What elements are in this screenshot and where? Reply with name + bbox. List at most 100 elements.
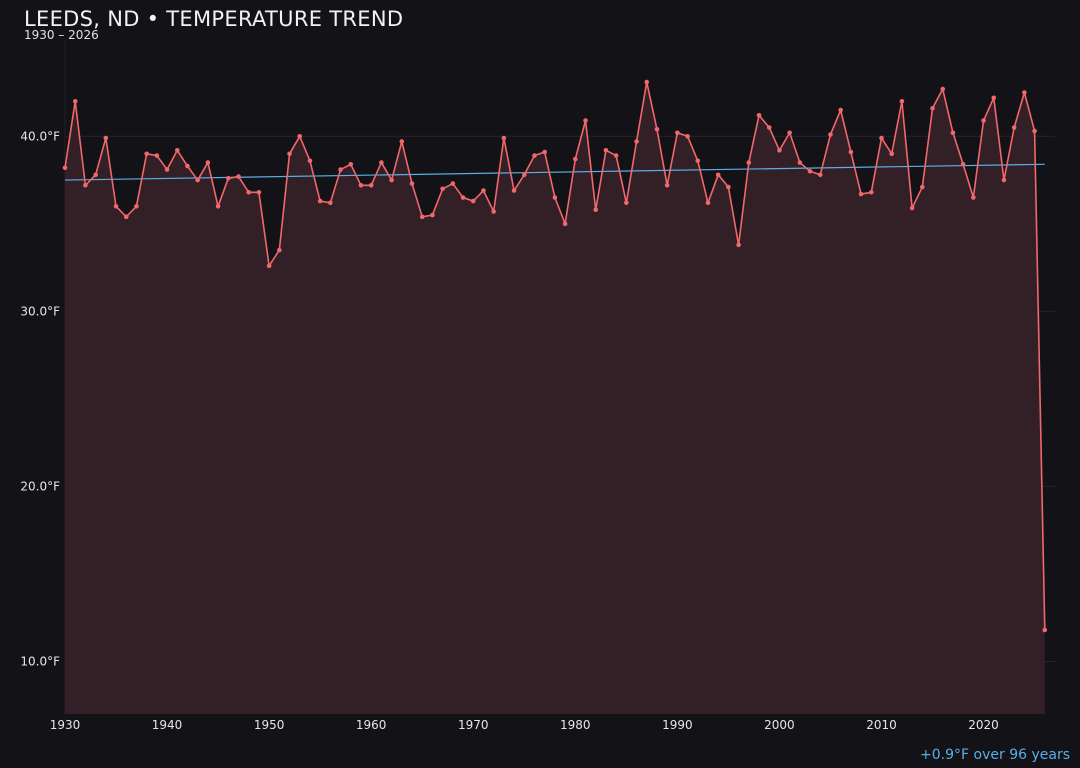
data-point-1983	[603, 147, 609, 153]
x-axis-ticks: 1930 1940 1950 1960 1970 1980 1990 2000 2010 2020	[50, 718, 999, 732]
data-point-1985	[624, 200, 629, 206]
data-point-1945	[215, 204, 221, 209]
data-point-1935	[113, 204, 119, 209]
y-tick-label: 10.0°F	[20, 654, 60, 668]
data-point-2024	[1022, 90, 1027, 95]
data-point-1939	[154, 153, 160, 158]
data-point-1984	[613, 153, 619, 158]
data-point-1946	[226, 176, 231, 181]
chart-title: LEEDS, ND • TEMPERATURE TREND	[24, 7, 404, 31]
data-point-2021	[991, 95, 997, 101]
chart-subtitle: 1930 – 2026	[24, 28, 99, 42]
data-point-1982	[593, 207, 599, 213]
data-point-1934	[103, 135, 109, 141]
data-point-1937	[134, 204, 139, 209]
data-point-1999	[766, 125, 772, 130]
data-point-2017	[950, 130, 956, 136]
data-point-1994	[715, 172, 721, 178]
data-point-1969	[460, 195, 466, 200]
data-point-2001	[787, 130, 792, 136]
x-tick-label: 1950	[254, 718, 285, 732]
data-point-2009	[868, 190, 874, 195]
data-point-1950	[266, 263, 272, 269]
data-point-2008	[858, 191, 864, 197]
data-point-1964	[409, 181, 415, 186]
data-point-1966	[430, 212, 435, 218]
data-point-1931	[72, 98, 78, 104]
data-point-2005	[828, 132, 833, 137]
data-point-1995	[726, 184, 731, 190]
data-point-2012	[899, 98, 905, 104]
data-point-1952	[287, 151, 292, 157]
data-point-1961	[379, 160, 384, 165]
data-point-1947	[236, 174, 241, 179]
trend-summary: +0.9°F over 96 years	[920, 747, 1070, 763]
data-point-1991	[685, 133, 690, 139]
data-point-1974	[511, 188, 517, 193]
data-point-1988	[654, 126, 660, 132]
data-point-1936	[123, 214, 129, 220]
data-point-2011	[889, 151, 894, 157]
data-point-2000	[777, 147, 782, 153]
data-point-1993	[705, 200, 711, 206]
data-point-1973	[501, 135, 507, 141]
data-point-1981	[583, 118, 588, 123]
data-point-1951	[277, 247, 282, 253]
data-point-1986	[634, 139, 639, 144]
data-point-2016	[940, 86, 946, 92]
data-point-1971	[481, 188, 486, 193]
data-point-1972	[491, 209, 496, 214]
data-point-1956	[328, 200, 333, 206]
temperature-area	[65, 82, 1045, 714]
data-point-1962	[389, 177, 394, 183]
x-tick-label: 2010	[866, 718, 897, 732]
data-point-1992	[695, 158, 701, 164]
data-point-1948	[246, 190, 252, 195]
data-point-1941	[174, 147, 180, 153]
x-tick-label: 2020	[968, 718, 999, 732]
data-point-2020	[981, 118, 986, 123]
x-tick-label: 1980	[560, 718, 591, 732]
data-point-2019	[971, 195, 976, 200]
x-tick-label: 1990	[662, 718, 693, 732]
y-tick-label: 30.0°F	[20, 304, 60, 318]
data-point-1975	[521, 172, 527, 178]
data-point-2004	[817, 172, 823, 178]
data-point-1942	[185, 163, 190, 169]
data-point-1998	[756, 112, 762, 118]
data-point-2007	[848, 149, 854, 155]
points-layer	[62, 79, 1048, 633]
data-point-1965	[419, 214, 425, 220]
data-point-1996	[736, 242, 741, 248]
data-point-1953	[297, 133, 303, 139]
data-point-2023	[1011, 125, 1017, 130]
data-point-1980	[573, 156, 578, 162]
data-point-1970	[470, 198, 476, 204]
data-point-1954	[307, 158, 313, 164]
data-point-2006	[838, 107, 843, 113]
data-point-1978	[552, 195, 558, 200]
x-tick-label: 1940	[152, 718, 183, 732]
x-tick-label: 1970	[458, 718, 489, 732]
x-tick-label: 2000	[764, 718, 795, 732]
data-point-1990	[675, 130, 680, 136]
data-point-1987	[644, 79, 650, 85]
data-point-1997	[746, 160, 752, 165]
data-point-1958	[348, 162, 354, 167]
data-point-2025	[1032, 128, 1037, 134]
data-point-1957	[338, 167, 343, 172]
y-tick-label: 20.0°F	[20, 479, 60, 493]
data-point-1932	[83, 183, 88, 188]
data-point-1943	[195, 177, 200, 183]
data-point-1963	[399, 139, 405, 144]
data-point-1940	[164, 167, 170, 172]
data-point-1989	[664, 183, 670, 188]
data-point-1968	[450, 181, 456, 186]
data-point-1930	[62, 165, 68, 171]
data-point-1955	[317, 198, 323, 204]
area-layer	[65, 82, 1045, 714]
data-point-1938	[144, 151, 149, 157]
data-point-1960	[368, 183, 374, 188]
data-point-1949	[256, 190, 262, 195]
